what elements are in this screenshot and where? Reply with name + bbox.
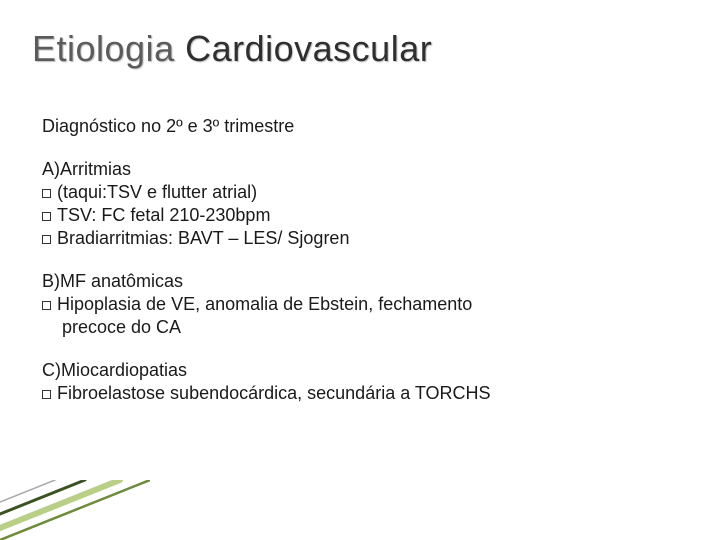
section-c-item-1-text: Fibroelastose subendocárdica, secundária… (57, 383, 491, 403)
intro-text: Diagnóstico no 2º e 3º trimestre (42, 115, 682, 138)
section-b-item-1: Hipoplasia de VE, anomalia de Ebstein, f… (42, 293, 682, 316)
bullet-icon (42, 189, 51, 198)
section-b: B)MF anatômicas Hipoplasia de VE, anomal… (42, 270, 682, 339)
section-b-item-1-line1: Hipoplasia de VE, anomalia de Ebstein, f… (57, 294, 472, 314)
section-a-item-3: Bradiarritmias: BAVT – LES/ Sjogren (42, 227, 682, 250)
section-b-item-1-line2: precoce do CA (42, 316, 682, 339)
corner-accent (0, 480, 150, 540)
slide: { "title": { "word1": "Etiologia", "word… (0, 0, 720, 540)
bullet-icon (42, 235, 51, 244)
intro-paragraph: Diagnóstico no 2º e 3º trimestre (42, 115, 682, 138)
slide-title: Etiologia Cardiovascular (32, 28, 432, 70)
section-a-item-2: TSV: FC fetal 210-230bpm (42, 204, 682, 227)
bullet-icon (42, 212, 51, 221)
bullet-icon (42, 390, 51, 399)
section-c: C)Miocardiopatias Fibroelastose subendoc… (42, 359, 682, 405)
section-a-item-2-text: TSV: FC fetal 210-230bpm (57, 205, 270, 225)
slide-body: Diagnóstico no 2º e 3º trimestre A)Arrit… (42, 115, 682, 425)
title-word-2: Cardiovascular (185, 28, 432, 69)
bullet-icon (42, 301, 51, 310)
section-c-heading: C)Miocardiopatias (42, 359, 682, 382)
section-b-heading: B)MF anatômicas (42, 270, 682, 293)
title-word-1: Etiologia (32, 28, 175, 69)
section-a-item-3-text: Bradiarritmias: BAVT – LES/ Sjogren (57, 228, 349, 248)
section-a-heading: A)Arritmias (42, 158, 682, 181)
section-a-item-1-text: (taqui:TSV e flutter atrial) (57, 182, 257, 202)
section-a: A)Arritmias (taqui:TSV e flutter atrial)… (42, 158, 682, 250)
section-a-item-1: (taqui:TSV e flutter atrial) (42, 181, 682, 204)
section-c-item-1: Fibroelastose subendocárdica, secundária… (42, 382, 682, 405)
